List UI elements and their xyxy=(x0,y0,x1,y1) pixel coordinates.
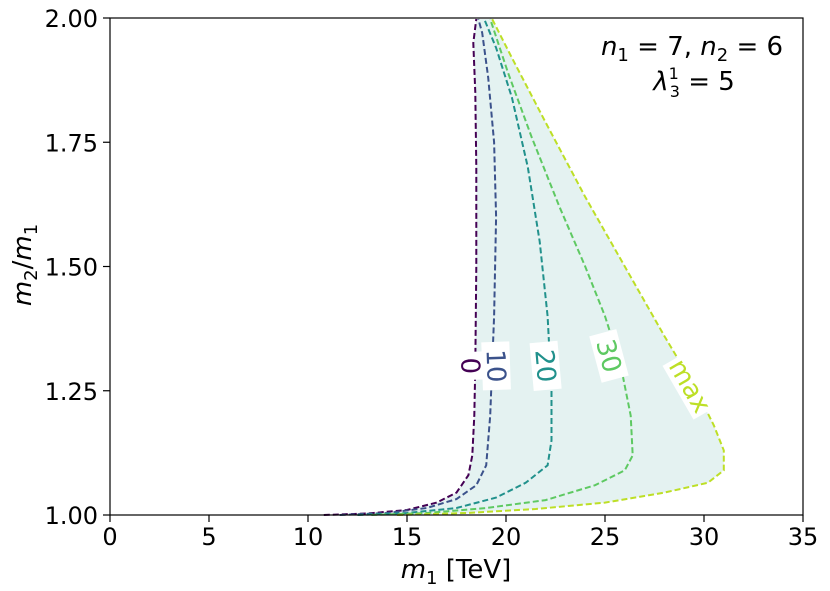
contour-label-gap-10 xyxy=(481,341,511,391)
x-tick-label: 10 xyxy=(293,523,324,551)
filled-region-layer xyxy=(323,19,724,515)
x-tick-label: 25 xyxy=(590,523,621,551)
y-tick-label: 1.25 xyxy=(45,378,98,406)
contour-line-30 xyxy=(371,18,634,516)
contour-line-0 xyxy=(323,18,478,516)
x-tick-label: 30 xyxy=(689,523,720,551)
parameter-annotation-line2: λ1 3 = 5 xyxy=(651,64,735,101)
x-tick-label: 5 xyxy=(201,523,216,551)
contour-label-0: 0 xyxy=(454,357,485,375)
contour-line-max xyxy=(397,18,725,516)
parameter-annotation-line1: n1 = 7, n2 = 6 xyxy=(601,32,783,66)
contour-lines-layer: 010 20 30 max xyxy=(323,18,725,516)
contour-label-gap-0 xyxy=(455,351,485,381)
contour-line-20 xyxy=(357,18,553,516)
x-tick-label: 15 xyxy=(392,523,423,551)
contour-label-gap-max xyxy=(662,351,718,420)
x-axis-label: m1 [TeV] xyxy=(401,555,512,589)
contour-line-10 xyxy=(339,18,498,516)
x-tick-label: 0 xyxy=(102,523,117,551)
y-tick-label: 2.00 xyxy=(45,5,98,33)
contour-label-10: 10 xyxy=(480,349,511,383)
y-axis-label: m2/m1 xyxy=(8,224,42,306)
y-tick-label: 1.75 xyxy=(45,129,98,157)
contour-label-20: 20 xyxy=(528,348,561,384)
x-tick-label: 20 xyxy=(491,523,522,551)
y-tick-label: 1.50 xyxy=(45,254,98,282)
contour-label-gap-20 xyxy=(529,340,562,392)
filled-region xyxy=(323,19,724,515)
axis-ticks-layer: 0 5 10 15 20 25 30 35 1.00 1.25 1.50 1.75 2.00 xyxy=(45,5,819,551)
x-tick-label: 35 xyxy=(788,523,819,551)
contour-label-gap-30 xyxy=(589,329,629,383)
y-tick-label: 1.00 xyxy=(45,502,98,530)
